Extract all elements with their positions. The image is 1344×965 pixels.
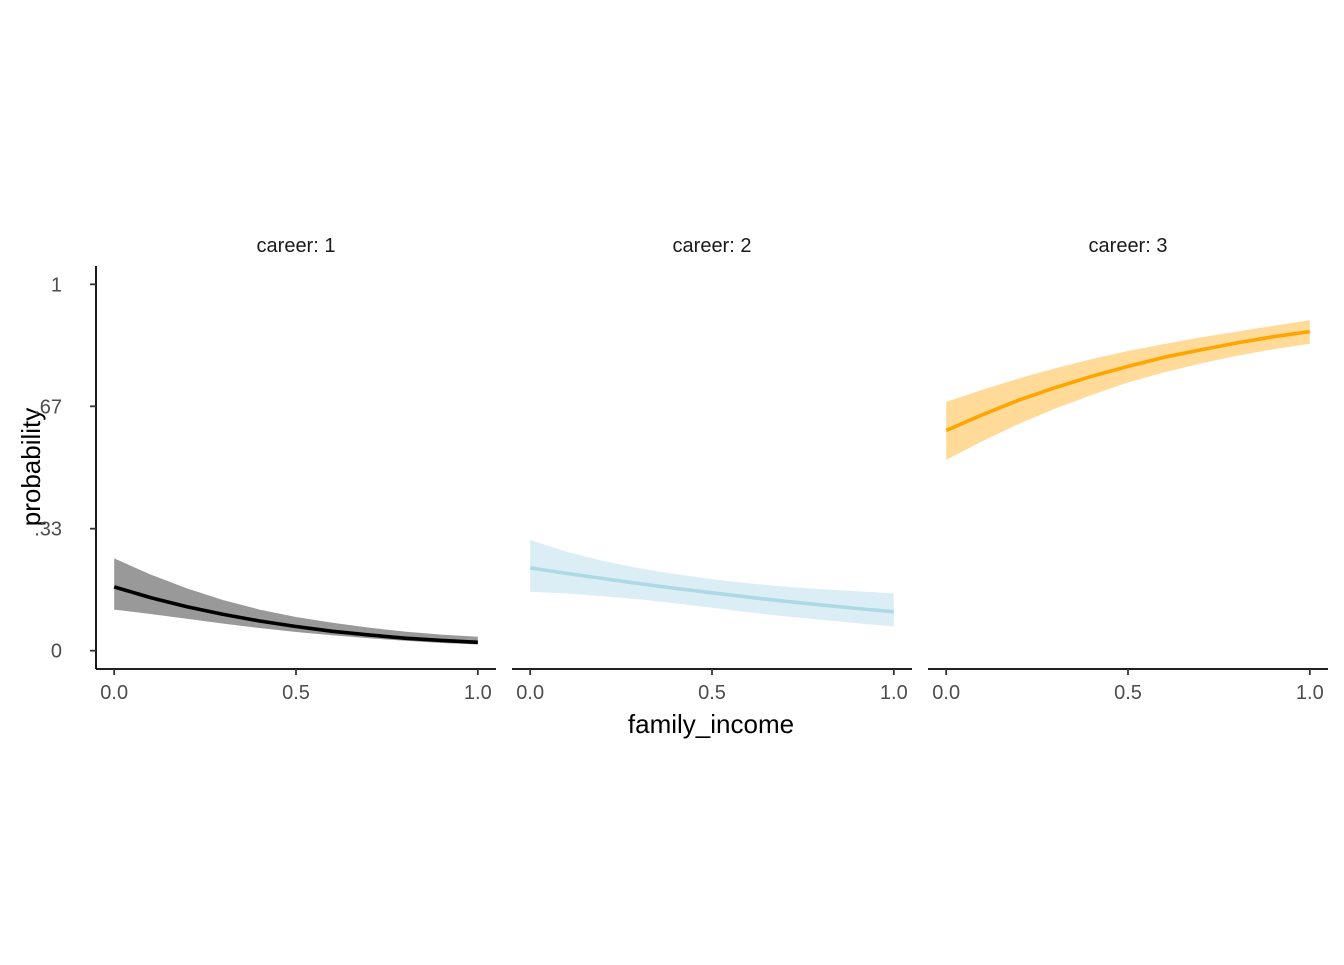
x-tick-label: 0.0 <box>100 682 128 704</box>
x-tick-label: 0.0 <box>516 682 544 704</box>
x-axis-title: family_income <box>628 709 794 739</box>
x-tick-label: 0.0 <box>932 682 960 704</box>
panel-career-1: career: 1 0.0 0.5 1.0 0 .33 .67 1 <box>34 235 496 704</box>
y-axis-title: probability <box>16 408 46 527</box>
x-tick-label: 0.5 <box>698 682 726 704</box>
strip-label: career: 2 <box>673 235 752 257</box>
x-tick-label: 1.0 <box>464 682 492 704</box>
strip-label: career: 3 <box>1089 235 1168 257</box>
x-tick-label: 0.5 <box>282 682 310 704</box>
y-tick-label: 0 <box>51 641 62 663</box>
panel-career-2: career: 2 0.0 0.5 1.0 <box>512 235 912 704</box>
probability-line <box>945 329 1311 433</box>
panel-career-3: career: 3 0.0 0.5 1.0 <box>928 235 1328 704</box>
probability-line <box>113 585 478 645</box>
y-tick-label: 1 <box>51 274 62 296</box>
confidence-band <box>946 320 1310 460</box>
x-tick-label: 1.0 <box>1296 682 1324 704</box>
confidence-band <box>530 540 894 627</box>
probability-line <box>529 566 894 614</box>
x-tick-label: 0.5 <box>1114 682 1142 704</box>
panels-layer: career: 1 0.0 0.5 1.0 0 .33 .67 1 career: 2 0.0 0.… <box>34 235 1328 704</box>
y-tick-label: .67 <box>34 396 62 418</box>
x-tick-label: 1.0 <box>880 682 908 704</box>
y-tick-label: .33 <box>34 519 62 541</box>
strip-label: career: 1 <box>257 235 336 257</box>
